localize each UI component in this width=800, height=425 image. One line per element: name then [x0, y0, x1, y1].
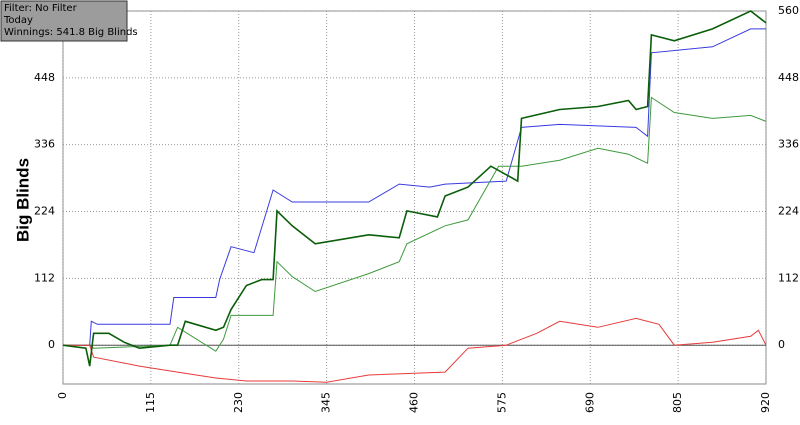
y-tick-label: 448 [34, 71, 55, 84]
x-tick-label: 0 [56, 392, 69, 399]
x-tick-label: 230 [232, 392, 245, 413]
x-tick-label: 805 [671, 392, 684, 413]
x-tick-label: 575 [495, 392, 508, 413]
x-tick-label: 345 [320, 392, 333, 413]
series-line [62, 10, 767, 367]
y-axis-title: Big Blinds [13, 158, 32, 242]
series-line [63, 317, 767, 383]
y-tick-label: 0 [48, 338, 55, 351]
x-tick-label: 460 [408, 392, 421, 413]
x-tick-label: 920 [759, 392, 772, 413]
y2-tick-label: 336 [778, 138, 799, 151]
series-line [63, 96, 767, 352]
info-box-bg [0, 0, 128, 42]
x-tick-label: 690 [583, 392, 596, 413]
info-text: Winnings: 541.8 Big Blinds [4, 27, 138, 38]
x-tick-label: 115 [144, 392, 157, 413]
y2-tick-label: 0 [778, 338, 785, 351]
y-tick-label: 224 [34, 205, 55, 218]
y2-tick-label: 112 [778, 271, 799, 284]
series-line [63, 28, 766, 346]
info-text: Today [3, 15, 33, 26]
y2-tick-label: 224 [778, 205, 799, 218]
y2-tick-label: 560 [778, 4, 799, 17]
y-tick-label: 336 [34, 138, 55, 151]
y-tick-label: 112 [34, 271, 55, 284]
y2-tick-label: 448 [778, 71, 799, 84]
info-text: Filter: No Filter [4, 3, 78, 14]
